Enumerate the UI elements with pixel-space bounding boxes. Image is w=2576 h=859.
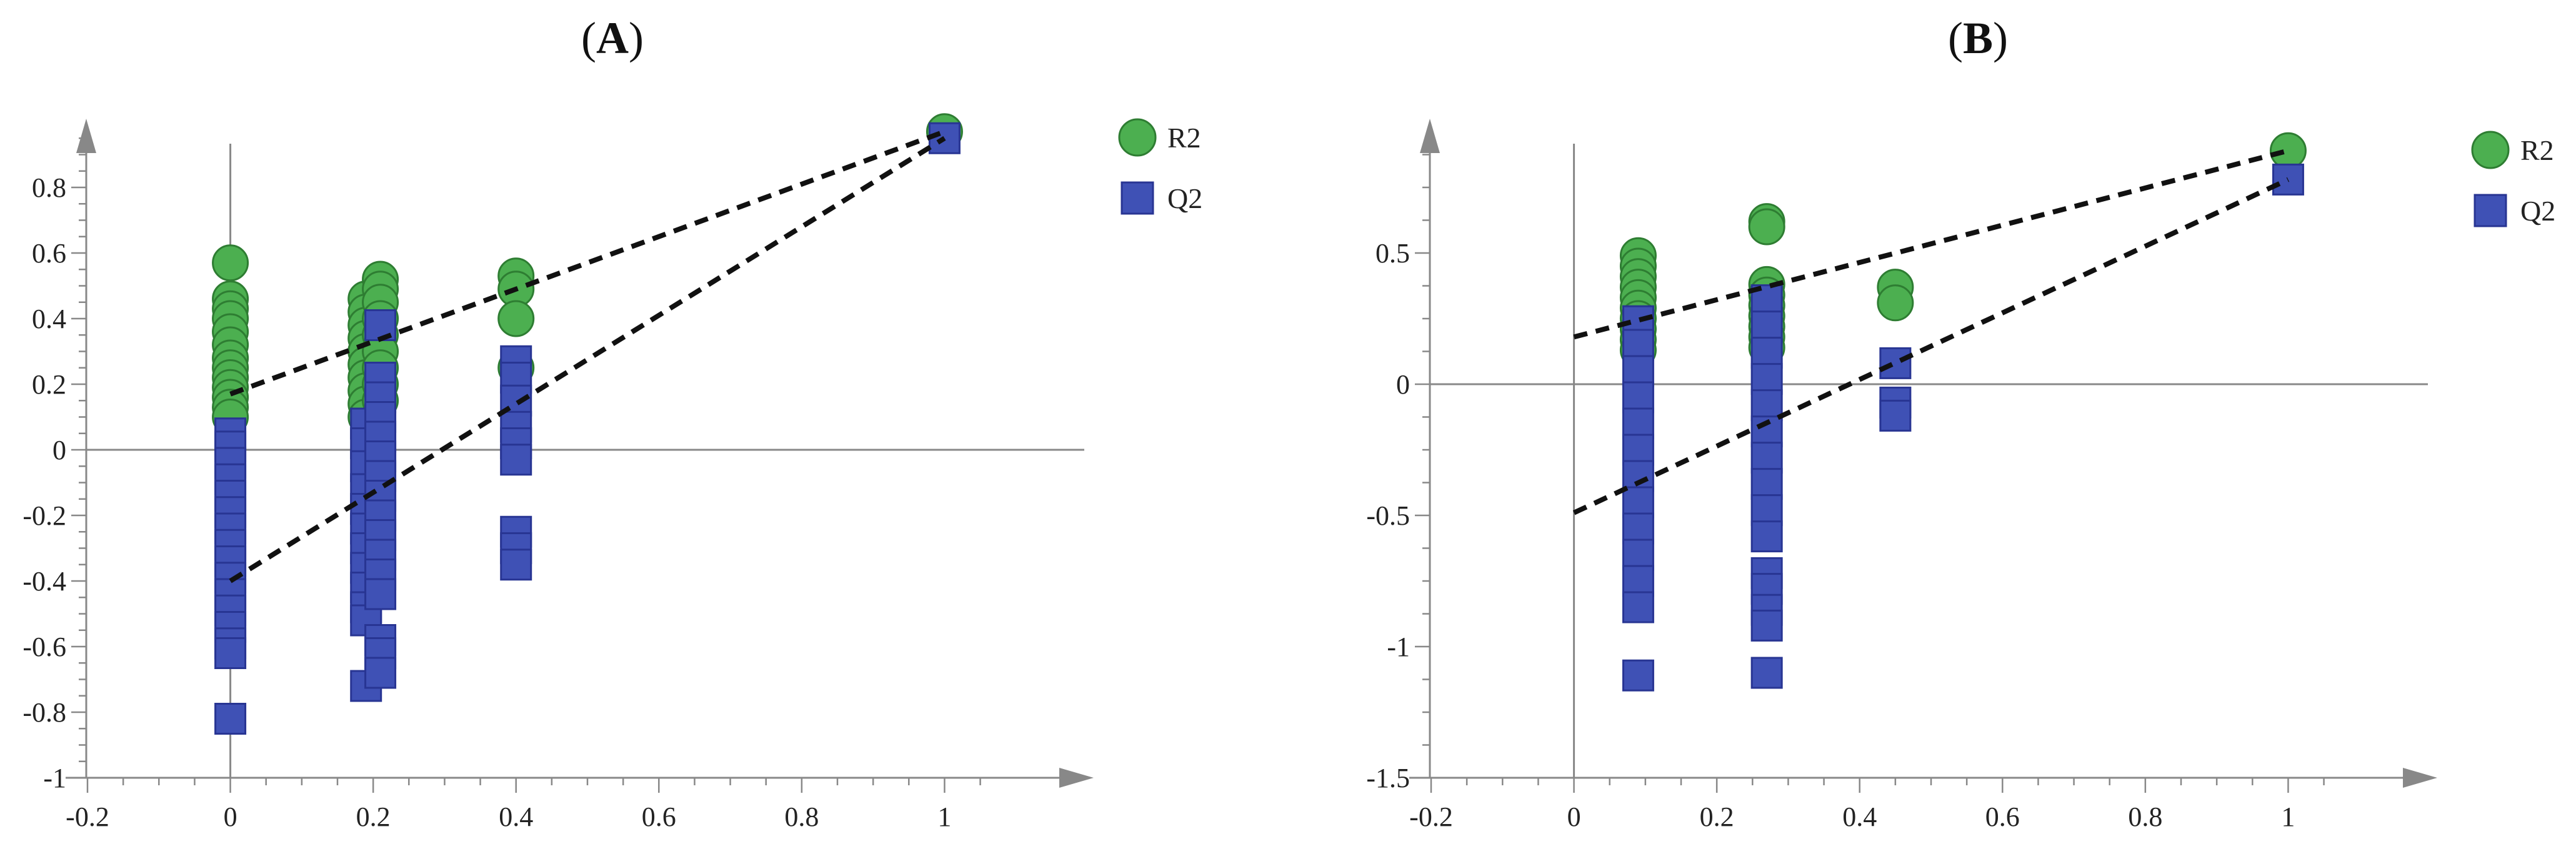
q2-point — [1622, 329, 1654, 361]
q2-point — [2272, 163, 2304, 196]
y-tick-label: -0.6 — [22, 632, 66, 662]
r2-regression-line — [1573, 148, 2289, 340]
y-tick-label: 0.5 — [1375, 238, 1410, 269]
y-axis-arrow — [76, 119, 96, 153]
x-axis-arrow — [2403, 768, 2437, 788]
panel-title: (B) — [1948, 13, 2008, 63]
q2-point — [1750, 609, 1783, 642]
r2-point — [1748, 208, 1785, 246]
q2-point — [1622, 659, 1654, 692]
x-tick-label: 1 — [2281, 802, 2295, 832]
y-tick-label: 0 — [52, 435, 66, 465]
x-tick-label: 0.8 — [2128, 802, 2162, 832]
y-tick-label: 0.6 — [32, 238, 66, 269]
x-axis-arrow — [1059, 768, 1094, 788]
q2-point — [1750, 657, 1783, 689]
legend-label: Q2 — [1167, 182, 1202, 214]
legend-label: Q2 — [2520, 195, 2555, 227]
y-tick-label: -0.8 — [22, 697, 66, 728]
q2-point — [214, 637, 247, 669]
q2-point — [364, 578, 397, 610]
q2-point — [1622, 407, 1654, 440]
legend-q2-marker — [1121, 181, 1154, 215]
y-tick-label: 0.8 — [32, 172, 66, 203]
q2-point — [1622, 591, 1654, 623]
q2-point — [1622, 381, 1654, 414]
x-tick-label: 0.6 — [1985, 802, 2020, 832]
x-tick-label: 0 — [1567, 802, 1581, 832]
q2-point — [1879, 347, 1912, 379]
q2-point — [1750, 363, 1783, 395]
x-tick-label: 0 — [224, 802, 237, 832]
q2-point — [1750, 389, 1783, 422]
q2-point — [1750, 337, 1783, 369]
q2-point — [1622, 539, 1654, 571]
y-tick-label: -0.2 — [22, 500, 66, 531]
legend-label: R2 — [2520, 134, 2554, 166]
x-tick-label: 0.2 — [1700, 802, 1734, 832]
q2-point — [364, 657, 397, 689]
y-tick-label: -1 — [1387, 632, 1410, 662]
y-tick-label: 0.2 — [32, 369, 66, 400]
q2-point — [214, 703, 247, 735]
x-tick-label: -0.2 — [1409, 802, 1453, 832]
legend-q2-marker — [2474, 194, 2507, 227]
y-tick-label: -1.5 — [1366, 763, 1410, 793]
y-tick-label: -0.5 — [1366, 500, 1410, 531]
x-tick-label: 0.2 — [356, 802, 391, 832]
x-tick-label: 0.4 — [499, 802, 533, 832]
panel-b: (B) -0.2 0 0.2 0.4 0.6 0.8 1 -1.5 -1 -0.5 0 0.5 R2 Q2 — [1366, 13, 2555, 832]
q2-point — [500, 444, 532, 476]
legend-label: R2 — [1167, 122, 1201, 154]
y-tick-label: 0 — [1396, 369, 1410, 400]
q2-point — [500, 549, 532, 581]
q2-point — [1750, 442, 1783, 474]
r2-point — [212, 244, 249, 282]
q2-point — [1879, 399, 1912, 432]
y-axis-arrow — [1420, 119, 1440, 153]
panel-title: (A) — [581, 13, 644, 63]
x-tick-label: 0.8 — [784, 802, 819, 832]
legend-r2-marker — [2471, 131, 2510, 169]
q2-regression-line — [1572, 177, 2290, 515]
q2-point — [1622, 460, 1654, 492]
y-tick-label: 0.4 — [32, 304, 66, 334]
x-tick-label: 1 — [937, 802, 951, 832]
r2-point — [1877, 284, 1914, 322]
y-tick-label: -1 — [43, 763, 66, 793]
panel-a: (A) -0.2 0 0.2 0.4 0.6 0.8 1 -1 -0.8 -0.6 -0.4 -0.2 0… — [22, 13, 1202, 832]
r2-regression-line — [229, 129, 946, 397]
q2-regression-line — [229, 136, 946, 583]
x-tick-label: 0.6 — [642, 802, 676, 832]
q2-point — [1622, 355, 1654, 387]
legend-r2-marker — [1118, 118, 1157, 157]
y-tick-label: -0.4 — [22, 566, 66, 597]
r2-point — [497, 300, 535, 337]
x-tick-label: 0.4 — [1842, 802, 1877, 832]
q2-point — [1750, 520, 1783, 553]
x-tick-label: -0.2 — [66, 802, 109, 832]
